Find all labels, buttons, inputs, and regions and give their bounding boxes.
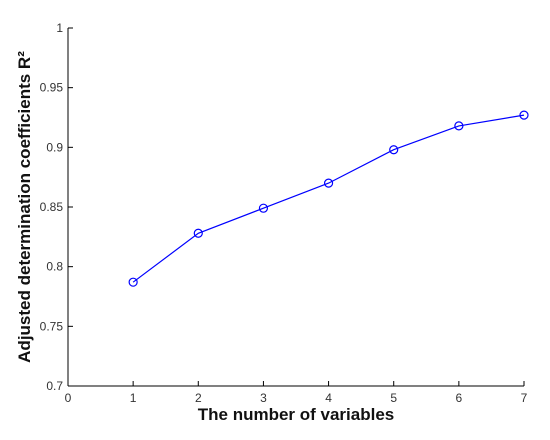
y-tick-label: 0.7 [46,379,63,393]
x-tick-label: 6 [456,391,463,405]
y-tick-label: 0.9 [46,140,63,154]
data-point [454,121,464,131]
x-tick-label: 5 [390,391,397,405]
y-tick-label: 0.95 [40,81,64,95]
data-point [193,228,203,238]
y-axis-label: Adjusted determination coefficients R² [15,51,34,363]
x-tick-label: 4 [325,391,332,405]
y-tick-label: 0.75 [40,319,64,333]
series-line [132,114,525,283]
y-tick-label: 0.85 [40,200,64,214]
data-point [519,110,529,120]
tick-marks [67,27,525,387]
x-tick-label: 0 [65,391,72,405]
x-tick-label: 2 [195,391,202,405]
data-point [258,203,269,213]
y-tick-label: 1 [56,21,63,35]
data-point [323,178,334,188]
x-tick-label: 3 [260,391,267,405]
y-tick-label: 0.8 [46,260,63,274]
x-tick-label: 7 [521,391,528,405]
x-tick-label: 1 [130,391,137,405]
data-point [128,277,138,287]
series-group [128,110,529,287]
x-axis-label: The number of variables [198,405,395,424]
plot-area [68,28,524,386]
tick-labels: 0 1 2 3 4 5 6 7 0.7 0.75 0.8 0.85 0.9 0.95 1 [40,21,528,405]
data-point [389,145,399,155]
